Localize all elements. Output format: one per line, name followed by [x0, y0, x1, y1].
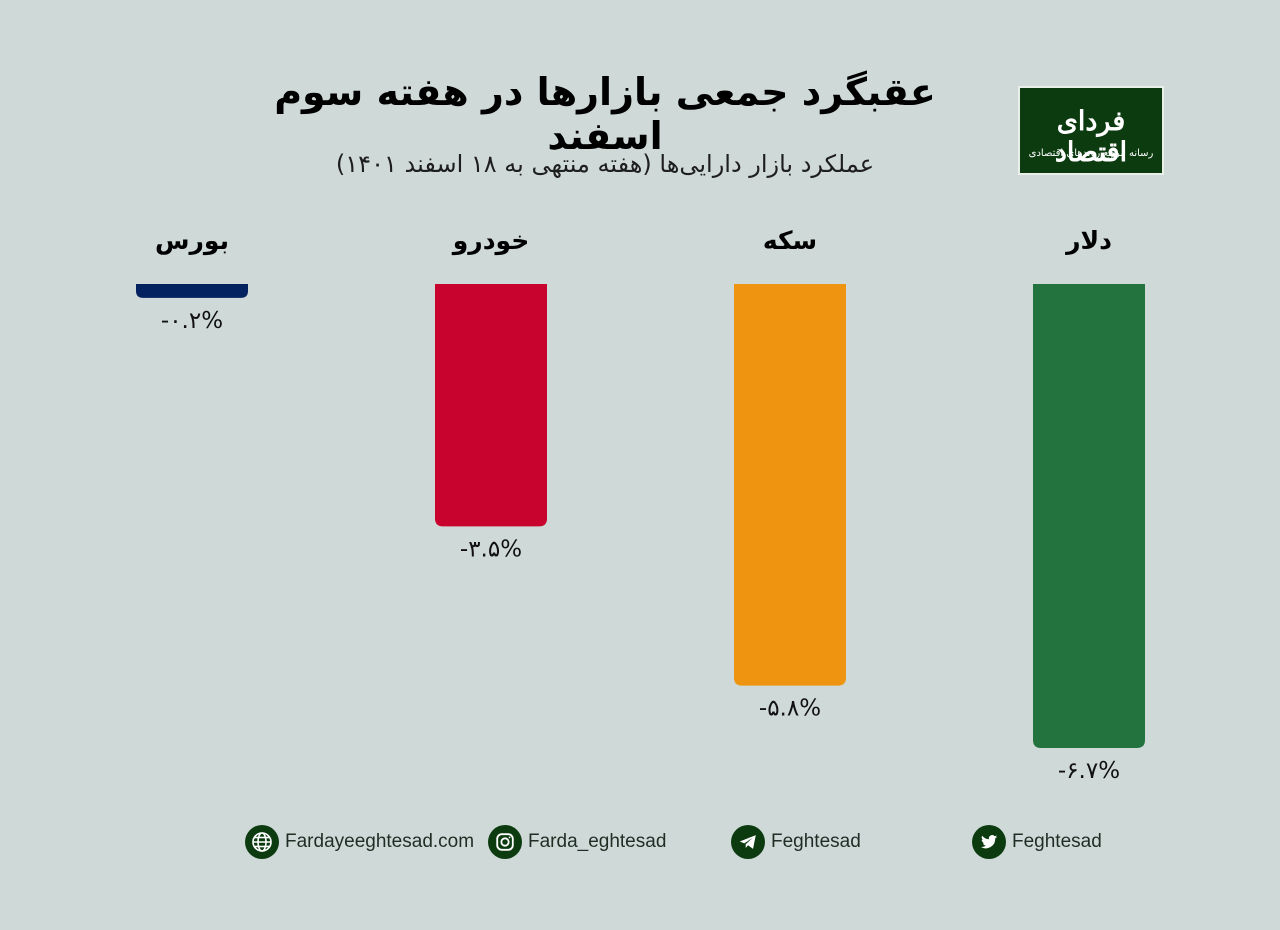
- telegram-label: Feghtesad: [771, 831, 861, 852]
- twitter-label: Feghtesad: [1012, 831, 1102, 852]
- bar-3: [1033, 284, 1145, 748]
- value-label-0: -۰.۲%: [161, 308, 223, 334]
- footer-website[interactable]: Fardayeeghtesad.com: [245, 824, 474, 860]
- category-label-1: خودرو: [451, 226, 529, 256]
- bar-2: [734, 284, 846, 686]
- logo-name: فردای اقتصاد: [1054, 106, 1128, 168]
- footer-telegram[interactable]: Feghtesad: [731, 824, 861, 860]
- website-label: Fardayeeghtesad.com: [285, 831, 475, 852]
- telegram-icon: [731, 825, 765, 859]
- globe-icon: [245, 825, 279, 859]
- twitter-icon: [972, 825, 1006, 859]
- bar-chart: بورس -۰.۲% خودرو -۳.۵% سکه -۵.۸% دلار -۶.۷%: [136, 226, 1145, 784]
- bar-1: [435, 284, 547, 527]
- chart-title: عقبگرد جمعی بازارها در هفته سوم اسفند: [274, 70, 936, 158]
- category-label-2: سکه: [763, 226, 817, 255]
- footer-twitter[interactable]: Feghtesad: [972, 824, 1102, 860]
- brand-logo: فردای اقتصاد رسانه مرجع روندهای اقتصادی: [1018, 86, 1164, 175]
- value-label-1: -۳.۵%: [460, 536, 522, 562]
- footer-instagram[interactable]: Farda_eghtesad: [488, 824, 666, 860]
- category-label-3: دلار: [1064, 226, 1112, 255]
- bar-0: [136, 284, 248, 298]
- logo-tagline: رسانه مرجع روندهای اقتصادی: [1028, 148, 1154, 159]
- value-label-3: -۶.۷%: [1058, 758, 1120, 784]
- instagram-label: Farda_eghtesad: [528, 831, 667, 852]
- value-label-2: -۵.۸%: [759, 696, 821, 722]
- chart-subtitle: عملکرد بازار دارایی‌ها (هفته منتهی به ۱۸…: [335, 150, 875, 178]
- category-label-0: بورس: [155, 226, 229, 256]
- instagram-icon: [488, 825, 522, 859]
